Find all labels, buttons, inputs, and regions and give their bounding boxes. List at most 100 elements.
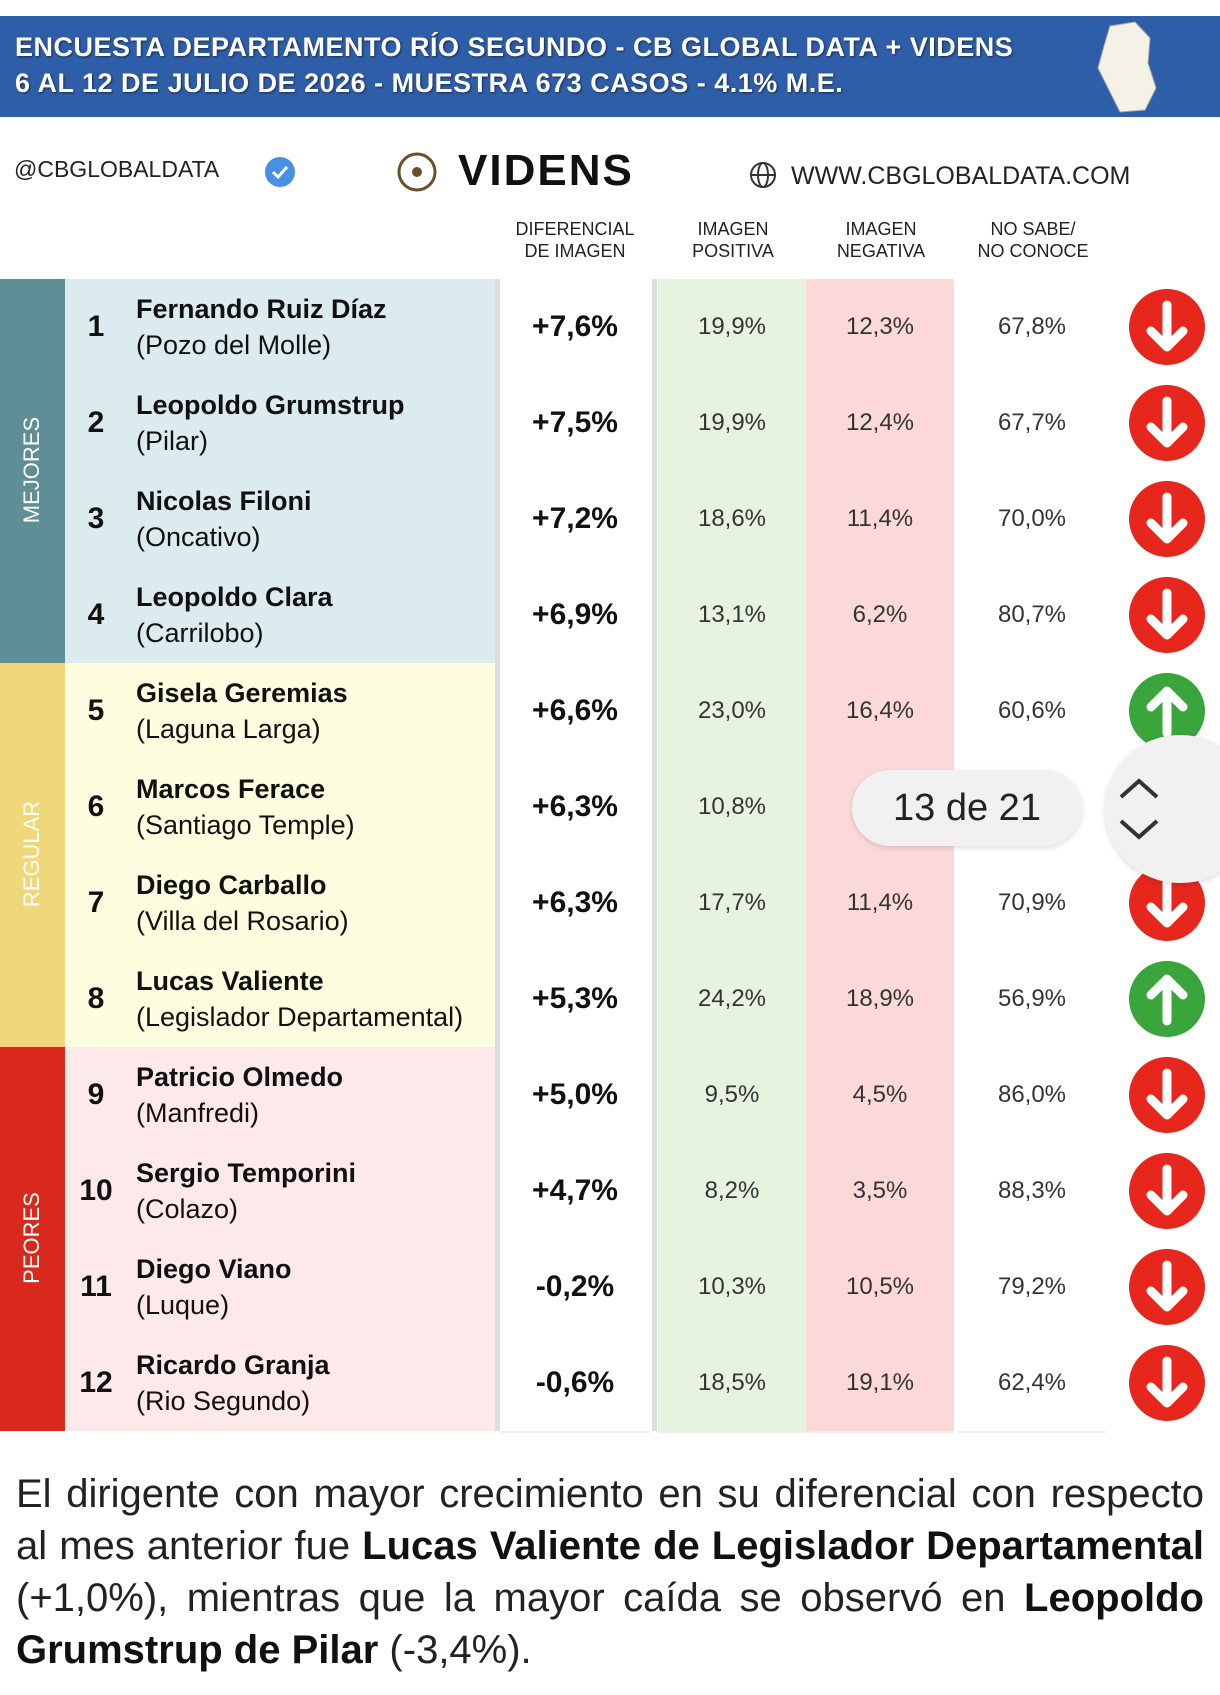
trend-arrow [1129,673,1205,749]
value-diff: +6,9% [532,598,618,631]
name-block: Fernando Ruiz Díaz (Pozo del Molle) [136,279,387,375]
candidate-place: (Legislador Departamental) [136,1002,464,1032]
value-pos: 19,9% [697,409,767,436]
group-bar [0,279,65,663]
candidate-name: Marcos Ferace [136,774,326,804]
cell-ns: 70,9% [958,855,1106,953]
rank: 5 [87,694,105,727]
cell-diff: +7,6% [500,279,650,377]
value-diff: +6,3% [532,790,618,823]
separator [495,279,500,1431]
cell-pos: 23,0% [658,663,806,761]
value-pos: 8,2% [704,1177,760,1204]
value-neg: 16,4% [845,697,915,724]
column-header: IMAGEN NEGATIVA [836,219,926,261]
name-block: Gisela Geremias (Laguna Larga) [136,663,348,759]
name-block: Ricardo Granja (Rio Segundo) [136,1335,330,1431]
group-bar [0,663,65,1047]
rank: 3 [87,502,105,535]
verified-icon [265,157,295,187]
header-bar: ENCUESTA DEPARTAMENTO RÍO SEGUNDO - CB G… [0,16,1220,117]
rank: 12 [79,1366,113,1399]
cell-diff: +7,2% [500,471,650,569]
value-pos: 23,0% [697,697,767,724]
column-header: NO SABE/ NO CONOCE [977,219,1089,261]
cell-diff: +7,5% [500,375,650,473]
cell-neg: 12,3% [806,279,954,377]
value-pos: 18,6% [697,505,767,532]
candidate-place: (Oncativo) [136,522,261,552]
cell-pos: 24,2% [658,951,806,1049]
cell-ns: 70,0% [958,471,1106,569]
candidate-place: (Pozo del Molle) [136,330,332,360]
page-nav-button[interactable] [1105,735,1220,883]
candidate-place: (Pilar) [136,426,208,456]
trend-arrow [1129,961,1205,1037]
value-pos: 19,9% [697,313,767,340]
page-indicator: 13 de 21 [852,770,1082,846]
value-neg: 6,2% [852,601,908,628]
trend-arrow [1129,289,1205,365]
row-bg [65,567,495,664]
value-diff: +7,5% [532,406,618,439]
map-icon [1097,21,1157,113]
value-diff: +5,0% [532,1078,618,1111]
candidate-name: Leopoldo Clara [136,582,333,612]
value-pos: 13,1% [697,601,767,628]
value-pos: 17,7% [697,889,767,916]
trend-arrow [1129,481,1205,557]
rank: 9 [87,1078,105,1111]
cell-neg: 19,1% [806,1335,954,1433]
value-ns: 60,6% [997,697,1067,724]
chevrons [1119,778,1159,840]
column-header: IMAGEN POSITIVA [692,219,774,261]
cell-ns: 86,0% [958,1047,1106,1145]
cell-ns: 56,9% [958,951,1106,1049]
candidate-place: (Luque) [136,1290,230,1320]
value-neg: 11,4% [846,505,914,532]
candidate-name: Lucas Valiente [136,966,324,996]
name-block: Nicolas Filoni (Oncativo) [136,471,312,567]
group-label: PEORES [19,1192,44,1284]
value-ns: 67,7% [997,409,1067,436]
cell-neg: 3,5% [806,1143,954,1241]
trend-arrow [1129,865,1205,941]
rank: 2 [87,406,105,439]
candidate-place: (Rio Segundo) [136,1386,311,1416]
row-bg [65,1239,495,1336]
column-header: DIFERENCIAL DE IMAGEN [515,219,635,261]
cell-ns: 60,6% [958,663,1106,761]
cell-ns: 80,7% [958,567,1106,665]
cell-pos: 10,8% [658,759,806,857]
rank: 6 [87,790,105,823]
trend-arrow [1129,577,1205,653]
trend-arrow [1129,1345,1205,1421]
cell-neg: 6,2% [806,567,954,665]
name-block: Sergio Temporini (Colazo) [136,1143,356,1239]
name-block: Leopoldo Grumstrup (Pilar) [136,375,404,471]
header-title: ENCUESTA DEPARTAMENTO RÍO SEGUNDO - CB G… [15,32,1014,62]
cell-neg: 11,4% [806,471,954,569]
cell-diff: +4,7% [500,1143,650,1241]
candidate-name: Gisela Geremias [136,678,348,708]
name-block: Leopoldo Clara (Carrilobo) [136,567,333,663]
cell-pos: 8,2% [658,1143,806,1241]
candidate-place: (Manfredi) [136,1098,260,1128]
cell-neg: 12,4% [806,375,954,473]
candidate-place: (Santiago Temple) [136,810,355,840]
value-neg: 3,5% [852,1177,908,1204]
footer-part: Lucas Valiente de Legislador Departament… [362,1524,1204,1568]
footer-part: El dirigente con mayor crecimiento en su… [16,1472,1204,1568]
value-pos: 18,5% [697,1369,767,1396]
cell-diff: +6,6% [500,663,650,761]
row-bg [65,375,495,472]
rank: 10 [79,1174,113,1207]
videns-logo-icon [397,152,437,192]
value-diff: +7,2% [532,502,618,535]
candidate-name: Fernando Ruiz Díaz [136,294,387,324]
cell-pos: 17,7% [658,855,806,953]
cell-ns: 79,2% [958,1239,1106,1337]
value-neg: 12,4% [845,409,915,436]
value-ns: 80,7% [997,601,1067,628]
